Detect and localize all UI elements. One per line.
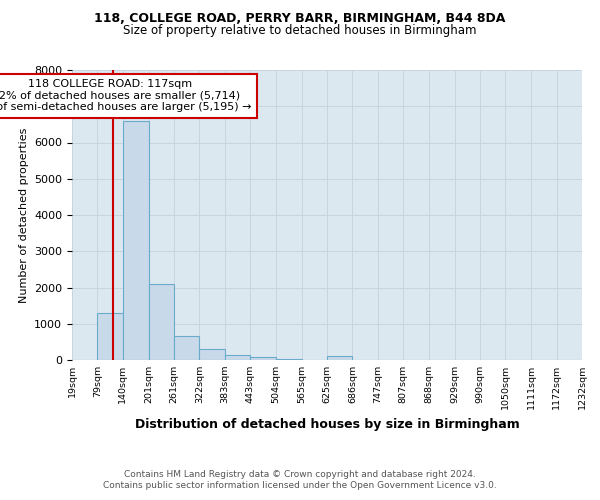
Text: 118, COLLEGE ROAD, PERRY BARR, BIRMINGHAM, B44 8DA: 118, COLLEGE ROAD, PERRY BARR, BIRMINGHA… [94, 12, 506, 26]
Text: Contains HM Land Registry data © Crown copyright and database right 2024.: Contains HM Land Registry data © Crown c… [124, 470, 476, 479]
Bar [123, 120, 149, 360]
Bar [276, 359, 302, 360]
Bar [97, 313, 123, 360]
X-axis label: Distribution of detached houses by size in Birmingham: Distribution of detached houses by size … [134, 418, 520, 430]
Y-axis label: Number of detached properties: Number of detached properties [19, 128, 29, 302]
Bar [327, 356, 352, 360]
Bar [149, 284, 174, 360]
Bar [199, 349, 225, 360]
Bar [225, 356, 250, 360]
Text: Size of property relative to detached houses in Birmingham: Size of property relative to detached ho… [123, 24, 477, 37]
Text: Contains public sector information licensed under the Open Government Licence v3: Contains public sector information licen… [103, 481, 497, 490]
Text: 118 COLLEGE ROAD: 117sqm
← 52% of detached houses are smaller (5,714)
47% of sem: 118 COLLEGE ROAD: 117sqm ← 52% of detach… [0, 79, 251, 112]
Bar [250, 358, 276, 360]
Bar [174, 336, 199, 360]
